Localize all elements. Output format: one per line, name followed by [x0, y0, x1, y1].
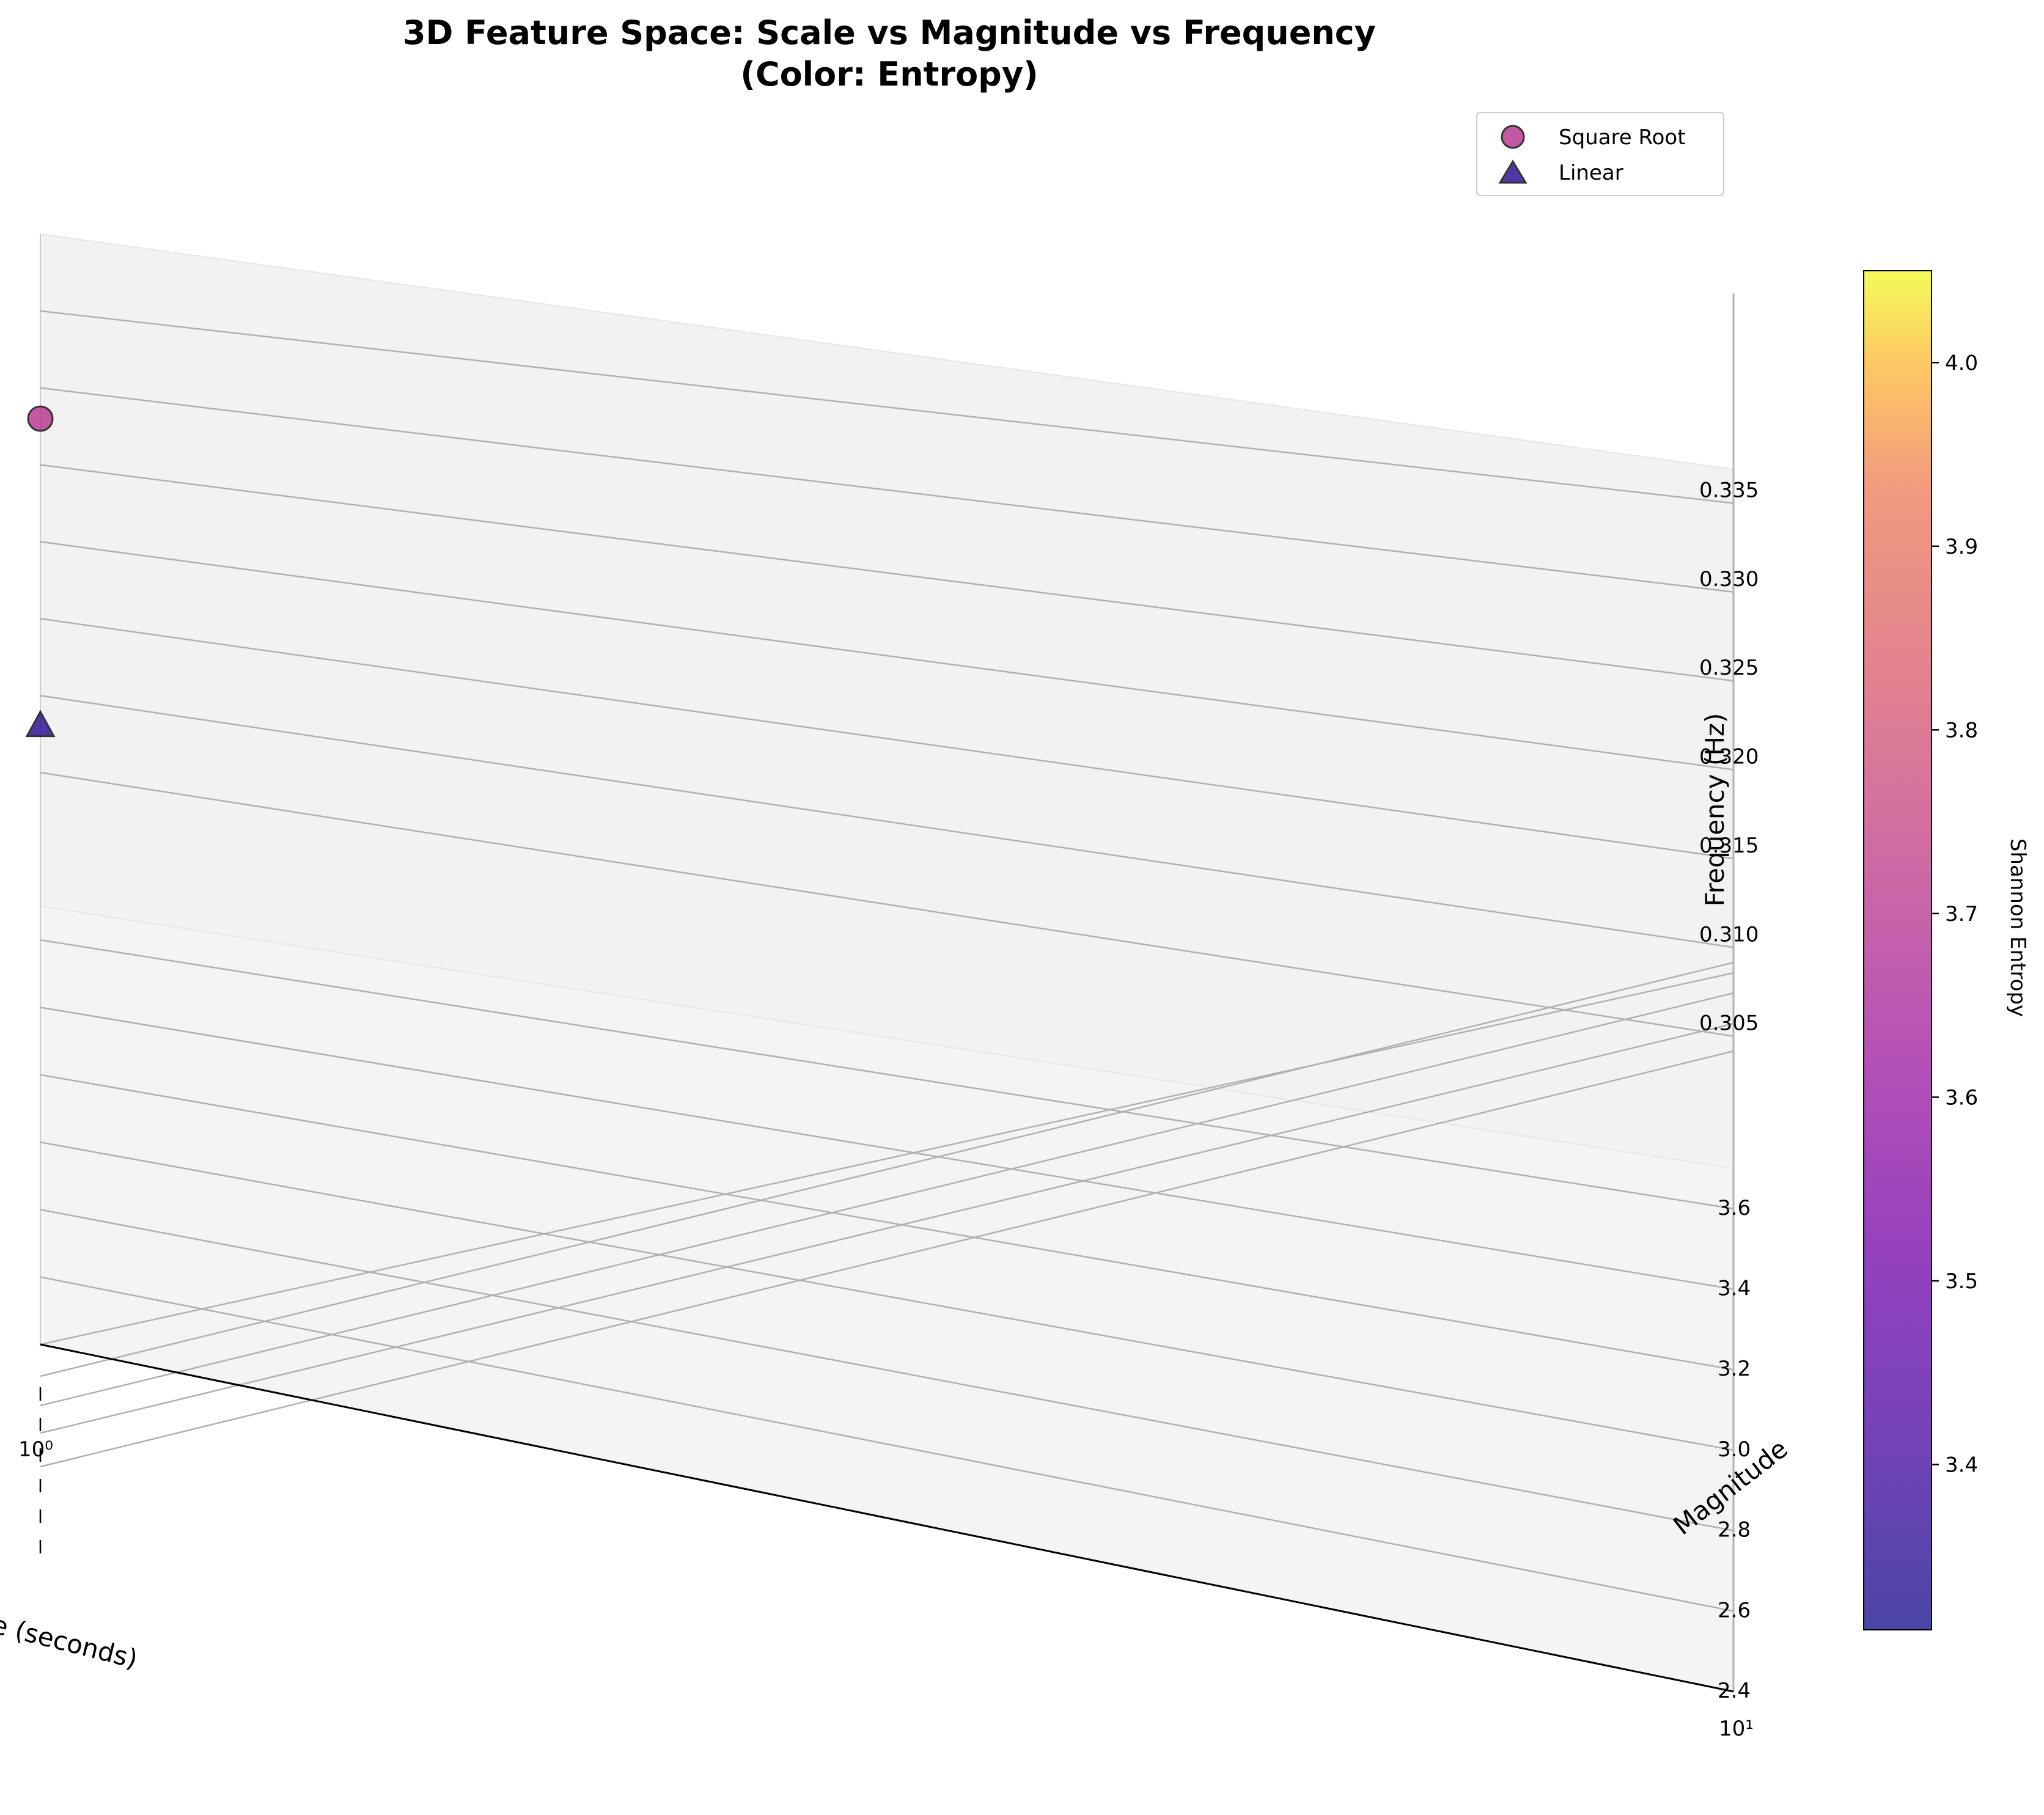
- point-linear: [25, 710, 56, 738]
- x-gridline: [40, 972, 1734, 1346]
- legend-marker-square-root: [1501, 125, 1525, 149]
- y-gridline: [40, 1074, 1734, 1371]
- z-axis-label: Frequency (Hz): [1700, 713, 1730, 907]
- y-gridline: [40, 1276, 1734, 1612]
- y-tick-label: 3.2: [1718, 1357, 1751, 1381]
- legend-label-square-root: Square Root: [1559, 125, 1686, 150]
- legend-marker-linear: [1498, 160, 1527, 184]
- colorbar-tick-label: 3.6: [1945, 1085, 1978, 1110]
- z-tick-label: 0.320: [1699, 745, 1759, 769]
- chart-title: 3D Feature Space: Scale vs Magnitude vs …: [403, 13, 1376, 52]
- z-gridline: [40, 618, 1734, 860]
- data-points: [25, 405, 56, 738]
- z-tick-labels: 0.305 0.310 0.315 0.320 0.325 0.330 0.335: [1699, 478, 1759, 1035]
- x-gridline: [40, 1050, 1734, 1468]
- z-tick-label: 0.330: [1699, 567, 1759, 592]
- colorbar-tick-label: 3.4: [1945, 1453, 1978, 1478]
- colorbar-tick-label: 3.9: [1945, 535, 1978, 559]
- z-tick-label: 0.335: [1699, 478, 1759, 502]
- x-gridline: [40, 961, 1734, 1377]
- y-tick-label: 3.0: [1718, 1437, 1751, 1462]
- x-tick-labels: 10⁰ 10¹: [18, 1387, 1754, 1741]
- z-gridline: [40, 541, 1734, 771]
- legend-box: [1476, 112, 1724, 196]
- z-tick-label: 0.315: [1699, 834, 1759, 858]
- y-gridline: [40, 1141, 1734, 1451]
- x-tick-label: 10¹: [1719, 1717, 1754, 1741]
- colorbar: [1863, 270, 1932, 1630]
- z-tick-label: 0.325: [1699, 656, 1759, 680]
- y-gridline: [40, 1007, 1734, 1290]
- z-gridline: [40, 387, 1734, 593]
- y-gridline: [40, 939, 1734, 1210]
- y-tick-label: 2.6: [1718, 1598, 1751, 1623]
- legend: Square Root Linear: [1476, 112, 1724, 196]
- colorbar-tick-label: 3.7: [1945, 902, 1978, 926]
- y-tick-label: 3.4: [1718, 1277, 1751, 1301]
- x-axis-line: [40, 1343, 1734, 1693]
- x-tick-label: 10⁰: [18, 1437, 53, 1462]
- colorbar-tick-label: 3.5: [1945, 1269, 1978, 1294]
- colorbar-tick-label: 3.8: [1945, 718, 1978, 743]
- z-tick-label: 0.310: [1699, 922, 1759, 947]
- y-tick-label: 2.4: [1718, 1679, 1751, 1703]
- z-gridline: [40, 310, 1734, 504]
- x-gridline: [40, 1022, 1734, 1434]
- y-tick-labels: 2.4 2.6 2.8 3.0 3.2 3.4 3.6: [1718, 1196, 1751, 1703]
- point-square-root: [27, 405, 54, 432]
- z-gridline: [40, 464, 1734, 682]
- colorbar-tick-label: 4.0: [1945, 351, 1978, 375]
- legend-label-linear: Linear: [1559, 161, 1623, 185]
- z-gridline: [40, 695, 1734, 948]
- colorbar-label: Shannon Entropy: [2005, 838, 2030, 1017]
- x-axis-label: Scale (seconds): [0, 1596, 141, 1674]
- y-gridline: [40, 1209, 1734, 1531]
- x-gridline: [40, 992, 1734, 1407]
- z-gridline: [40, 771, 1734, 1037]
- y-tick-label: 2.8: [1718, 1518, 1751, 1542]
- y-tick-label: 3.6: [1718, 1196, 1751, 1220]
- z-tick-label: 0.305: [1699, 1011, 1759, 1036]
- chart-subtitle: (Color: Entropy): [740, 55, 1038, 94]
- colorbar-ticks: 3.4 3.5 3.6 3.7 3.8 3.9 4.0: [1932, 351, 1978, 1478]
